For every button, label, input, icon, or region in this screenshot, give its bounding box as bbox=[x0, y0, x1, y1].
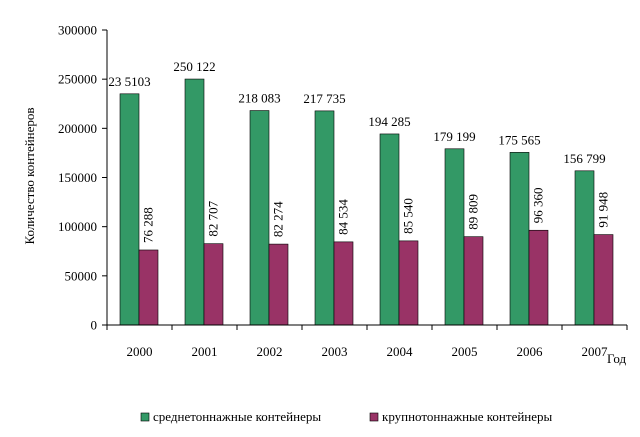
bar-medium-2006 bbox=[509, 152, 530, 326]
x-tick-label-2007: 2007 bbox=[582, 344, 609, 359]
data-label-medium-2005: 179 199 bbox=[433, 129, 475, 144]
data-label-medium-2000: 23 5103 bbox=[108, 74, 150, 89]
data-label-large-2006: 96 360 bbox=[531, 187, 546, 223]
y-tick-label-200000: 200000 bbox=[58, 121, 97, 136]
axes-group: 2000 2001 2002 2003 2004 2005 2006 2007 0 50000 10… bbox=[58, 23, 628, 359]
bar-medium-2001 bbox=[184, 78, 205, 326]
data-labels-group: 23 5103 76 288 250 122 82 707 218 083 82 274 2… bbox=[108, 59, 610, 243]
x-tick-label-2004: 2004 bbox=[387, 344, 414, 359]
bar-large-2003 bbox=[333, 241, 354, 326]
bar-medium-2003 bbox=[314, 110, 335, 326]
x-axis-label: Год bbox=[607, 351, 626, 366]
bars-group bbox=[119, 78, 614, 326]
bar-large-2005 bbox=[463, 236, 484, 326]
legend-label-large: крупнотоннажные контейнеры bbox=[382, 409, 553, 424]
bar-medium-2007 bbox=[574, 170, 595, 326]
y-tick-label-50000: 50000 bbox=[65, 268, 98, 283]
data-label-medium-2003: 217 735 bbox=[303, 91, 345, 106]
y-tick-label-250000: 250000 bbox=[58, 72, 97, 87]
y-tick-label-300000: 300000 bbox=[58, 23, 97, 38]
x-tick-label-2002: 2002 bbox=[257, 344, 283, 359]
y-tick-label-100000: 100000 bbox=[58, 219, 97, 234]
legend-swatch-large bbox=[369, 412, 379, 422]
data-label-large-2004: 85 540 bbox=[401, 198, 416, 234]
x-tick-label-2003: 2003 bbox=[322, 344, 348, 359]
bar-medium-2000 bbox=[119, 93, 140, 326]
data-label-medium-2001: 250 122 bbox=[173, 59, 215, 74]
data-label-large-2003: 84 534 bbox=[336, 199, 351, 235]
data-label-medium-2004: 194 285 bbox=[368, 114, 410, 129]
y-tick-label-0: 0 bbox=[91, 318, 98, 333]
data-label-large-2005: 89 809 bbox=[466, 194, 481, 230]
y-axis-label: Количество контейнеров bbox=[22, 107, 37, 244]
x-tick-label-2000: 2000 bbox=[127, 344, 153, 359]
data-label-large-2002: 82 274 bbox=[271, 201, 286, 237]
bar-large-2004 bbox=[398, 240, 419, 326]
legend-label-medium: среднетоннажные контейнеры bbox=[153, 409, 321, 424]
bar-medium-2002 bbox=[249, 110, 270, 326]
x-tick-label-2005: 2005 bbox=[452, 344, 478, 359]
x-tick-label-2006: 2006 bbox=[517, 344, 544, 359]
data-label-medium-2002: 218 083 bbox=[238, 91, 280, 106]
bar-medium-2005 bbox=[444, 148, 465, 326]
data-label-medium-2006: 175 565 bbox=[498, 132, 540, 147]
data-label-medium-2007: 156 799 bbox=[563, 151, 605, 166]
bar-large-2001 bbox=[203, 243, 224, 326]
data-label-large-2000: 76 288 bbox=[141, 207, 156, 243]
legend-swatch-medium bbox=[140, 412, 150, 422]
y-tick-label-150000: 150000 bbox=[58, 170, 97, 185]
bar-large-2002 bbox=[268, 243, 289, 326]
data-label-large-2007: 91 948 bbox=[596, 192, 611, 228]
bar-medium-2004 bbox=[379, 133, 400, 326]
bar-large-2006 bbox=[528, 229, 549, 326]
data-label-large-2001: 82 707 bbox=[206, 200, 221, 236]
bar-large-2007 bbox=[593, 234, 614, 326]
x-tick-label-2001: 2001 bbox=[192, 344, 218, 359]
legend: среднетоннажные контейнеры крупнотоннажны… bbox=[140, 409, 553, 424]
bar-large-2000 bbox=[138, 249, 159, 326]
